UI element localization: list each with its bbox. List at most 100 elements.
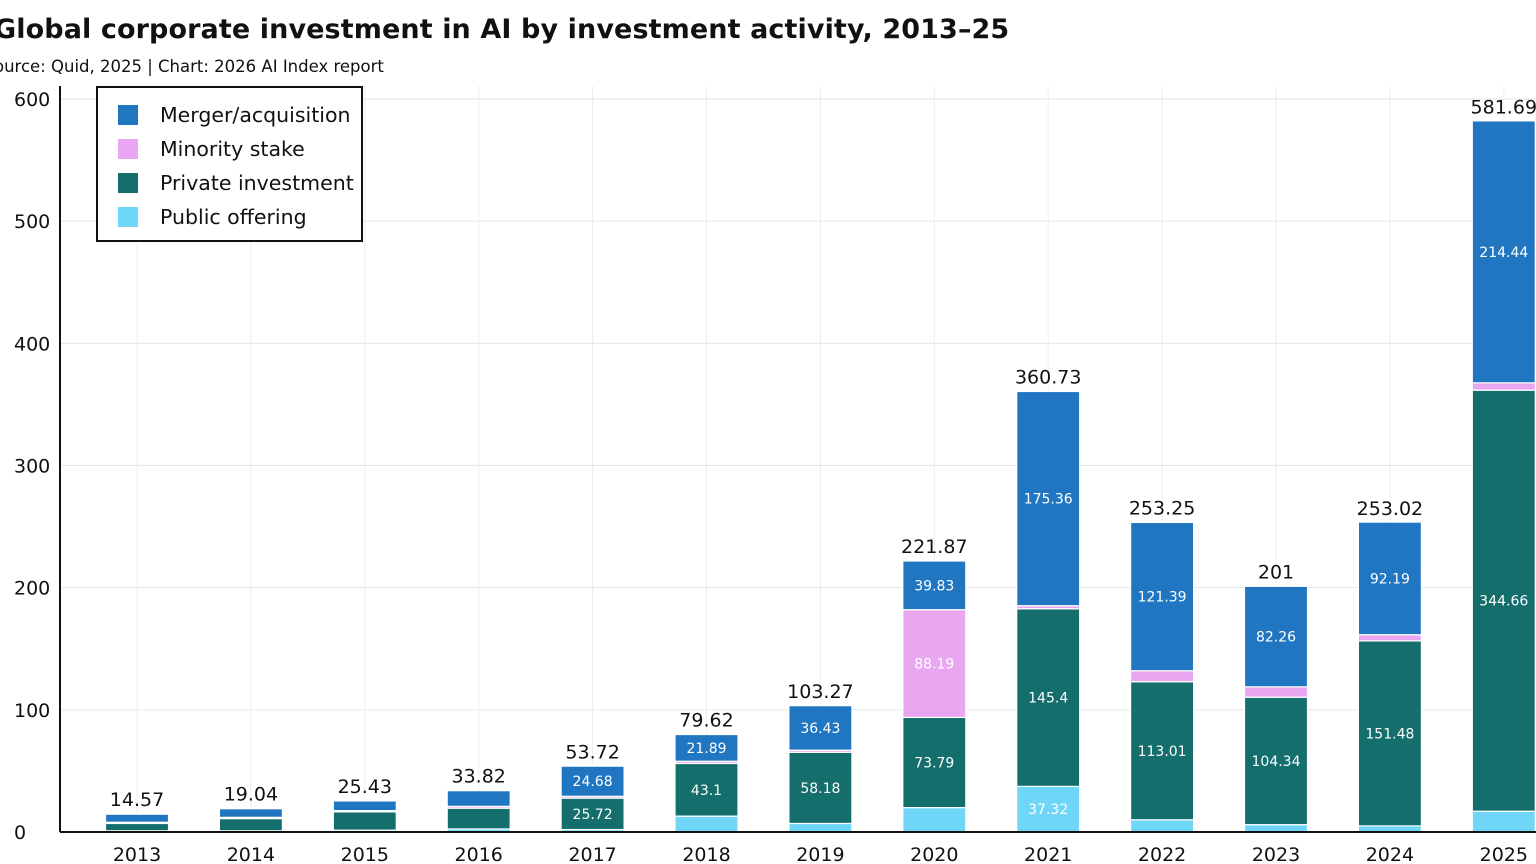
bar-segment-merger-acquisition [1357, 521, 1423, 636]
bar-total-label: 53.72 [565, 741, 619, 763]
segment-value-label: 344.66 [1479, 594, 1528, 610]
bar-segment-merger-acquisition [1129, 521, 1195, 672]
x-tick-label: 2017 [568, 844, 616, 864]
chart-source: ource: Quid, 2025 | Chart: 2026 AI Index… [0, 57, 384, 76]
bar-segment-private-investment [674, 762, 739, 817]
bar-segment-private-investment [218, 817, 283, 832]
bar-segment-private-investment [104, 822, 170, 832]
bar-segment-public-offering [1129, 819, 1195, 833]
x-tick-label: 2023 [1252, 844, 1300, 864]
legend-item-merger-acquisition: Merger/acquisition [118, 100, 351, 130]
bar-total-label: 581.69 [1471, 96, 1536, 118]
bar-total-label: 33.82 [451, 766, 505, 788]
y-tick-label: 600 [14, 89, 50, 111]
legend-item-public-offering: Public offering [118, 202, 307, 232]
legend-label: Merger/acquisition [160, 103, 351, 127]
legend-swatch-minority-stake [118, 139, 138, 159]
bar-segment-public-offering [1243, 824, 1309, 833]
bar-total-label: 25.43 [338, 776, 392, 798]
bar-total-label: 103.27 [787, 681, 853, 703]
x-tick-label: 2016 [455, 844, 503, 864]
bar-segment-merger-acquisition [1016, 390, 1081, 607]
bar-segment-private-investment [1016, 608, 1081, 788]
bar-segment-private-investment [1471, 389, 1536, 812]
bar-segment-private-investment [1357, 640, 1423, 827]
segment-value-label: 214.44 [1479, 245, 1528, 261]
bar-segment-merger-acquisition [560, 765, 625, 797]
bar-segment-merger-acquisition [104, 813, 170, 823]
segment-value-label: 39.83 [914, 578, 954, 594]
chart-title: Global corporate investment in AI by inv… [0, 14, 1010, 45]
bar-segment-minority-stake [1129, 670, 1195, 683]
bar-segment-private-investment [788, 751, 853, 825]
bar-segment-public-offering [674, 815, 739, 833]
x-tick-label: 2020 [910, 844, 958, 864]
bar-segment-merger-acquisition [674, 733, 739, 762]
segment-value-label: 82.26 [1256, 630, 1296, 646]
y-tick-label: 500 [14, 211, 50, 233]
y-tick-label: 0 [14, 822, 26, 844]
segment-value-label: 25.72 [573, 807, 613, 823]
bar-segment-merger-acquisition [332, 800, 397, 812]
bar-segment-public-offering [902, 806, 967, 833]
segment-value-label: 24.68 [573, 774, 613, 790]
segment-value-label: 113.01 [1138, 744, 1187, 760]
x-tick-label: 2019 [796, 844, 844, 864]
x-tick-label: 2024 [1366, 844, 1414, 864]
segment-value-label: 36.43 [800, 721, 840, 737]
segment-value-label: 37.32 [1028, 802, 1068, 818]
bar-segment-merger-acquisition [902, 560, 967, 611]
bar-segment-public-offering [788, 822, 853, 833]
x-tick-label: 2015 [341, 844, 389, 864]
segment-value-label: 151.48 [1365, 726, 1414, 742]
bar-segment-merger-acquisition [446, 790, 511, 807]
x-tick-label: 2013 [113, 844, 161, 864]
y-tick-label: 300 [14, 456, 50, 478]
y-tick-label: 100 [14, 700, 50, 722]
segment-value-label: 43.1 [691, 783, 722, 799]
legend-item-minority-stake: Minority stake [118, 134, 305, 164]
legend-label: Private investment [160, 171, 354, 195]
legend-swatch-public-offering [118, 207, 138, 227]
bar-total-label: 253.25 [1129, 498, 1195, 520]
segment-value-label: 121.39 [1138, 590, 1187, 606]
segment-value-label: 88.19 [914, 657, 954, 673]
bar-segment-private-investment [446, 807, 511, 830]
bar-total-label: 79.62 [679, 710, 733, 732]
bar-total-label: 221.87 [901, 536, 967, 558]
legend-item-private-investment: Private investment [118, 168, 354, 198]
segment-value-label: 145.4 [1028, 691, 1068, 707]
segment-value-label: 175.36 [1024, 492, 1073, 508]
y-tick-label: 400 [14, 333, 50, 355]
bar-total-label: 253.02 [1357, 498, 1423, 520]
legend-swatch-merger-acquisition [118, 105, 138, 125]
segment-value-label: 21.89 [686, 741, 726, 757]
bar-total-label: 14.57 [110, 789, 164, 811]
segment-value-label: 73.79 [914, 755, 954, 771]
bar-segment-minority-stake [1471, 382, 1536, 391]
bar-segment-merger-acquisition [218, 808, 283, 818]
y-tick-label: 200 [14, 578, 50, 600]
bar-segment-minority-stake [902, 609, 967, 719]
bar-segment-private-investment [1243, 696, 1309, 826]
bar-segment-private-investment [560, 797, 625, 831]
bar-segment-minority-stake [1357, 634, 1423, 642]
bar-segment-merger-acquisition [788, 705, 853, 751]
x-tick-label: 2021 [1024, 844, 1072, 864]
segment-value-label: 92.19 [1370, 571, 1410, 587]
bar-segment-merger-acquisition [1243, 585, 1309, 688]
x-tick-label: 2022 [1138, 844, 1186, 864]
bar-total-label: 201 [1258, 561, 1294, 583]
legend-label: Public offering [160, 205, 307, 229]
segment-value-label: 104.34 [1252, 754, 1301, 770]
bar-segment-public-offering [1016, 785, 1081, 833]
bar-segment-private-investment [1129, 681, 1195, 821]
bar-segment-public-offering [1471, 810, 1536, 833]
bar-total-label: 360.73 [1015, 366, 1081, 388]
x-tick-label: 2018 [682, 844, 730, 864]
x-tick-label: 2014 [227, 844, 275, 864]
bar-segment-merger-acquisition [1471, 120, 1536, 384]
legend-swatch-private-investment [118, 173, 138, 193]
legend-label: Minority stake [160, 137, 305, 161]
